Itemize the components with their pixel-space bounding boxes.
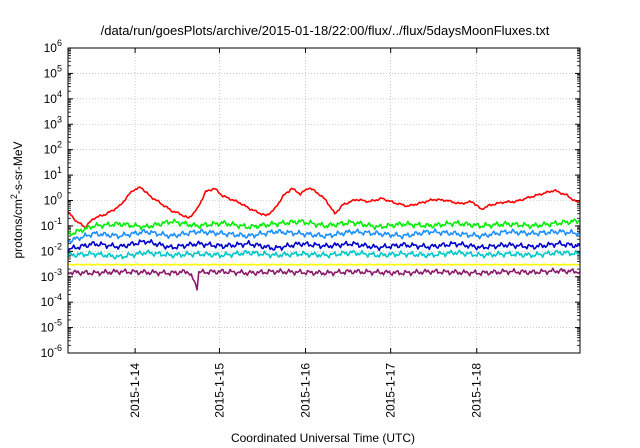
y-tick-label: 102 [44, 140, 62, 157]
series-line-4 [67, 239, 581, 253]
y-tick-label: 105 [44, 63, 62, 80]
x-axis-label: Coordinated Universal Time (UTC) [231, 431, 415, 445]
y-tick-label: 101 [44, 165, 62, 182]
x-tick-labels: 2015-1-14 2015-1-15 2015-1-16 2015-1-17 2015… [128, 363, 484, 418]
y-tick-label: 10-2 [41, 241, 62, 258]
series-line-1 [67, 186, 581, 229]
y-tick-label: 100 [44, 191, 62, 208]
series-line-2 [67, 218, 581, 237]
series-group [67, 186, 581, 291]
grid [68, 47, 580, 354]
x-tick-label: 2015-1-16 [298, 363, 312, 418]
series-line-3 [67, 228, 581, 244]
y-tick-labels: 10-6 10-5 10-4 10-3 10-2 10-1 100 101 102 103 104 1… [41, 38, 62, 360]
chart-title: /data/run/goesPlots/archive/2015-01-18/2… [101, 23, 550, 38]
plot-frame [67, 47, 581, 354]
y-tick-label: 10-4 [41, 292, 62, 309]
y-tick-label: 10-5 [41, 318, 62, 335]
x-tick-label: 2015-1-18 [470, 363, 484, 418]
x-tick-label: 2015-1-17 [384, 363, 398, 418]
y-tick-label: 106 [44, 38, 62, 55]
series-line-6 [67, 263, 581, 266]
y-tick-label: 10-1 [41, 216, 62, 233]
y-tick-label: 104 [44, 89, 62, 106]
y-axis-label: protons/cm2-s-sr-MeV [9, 141, 25, 258]
x-tick-label: 2015-1-14 [128, 363, 142, 418]
y-tick-label: 10-6 [41, 343, 62, 360]
series-line-5 [67, 249, 581, 260]
series-line-7 [67, 267, 581, 291]
y-tick-label: 10-3 [41, 267, 62, 284]
x-tick-label: 2015-1-15 [212, 363, 226, 418]
y-tick-label: 103 [44, 114, 62, 131]
